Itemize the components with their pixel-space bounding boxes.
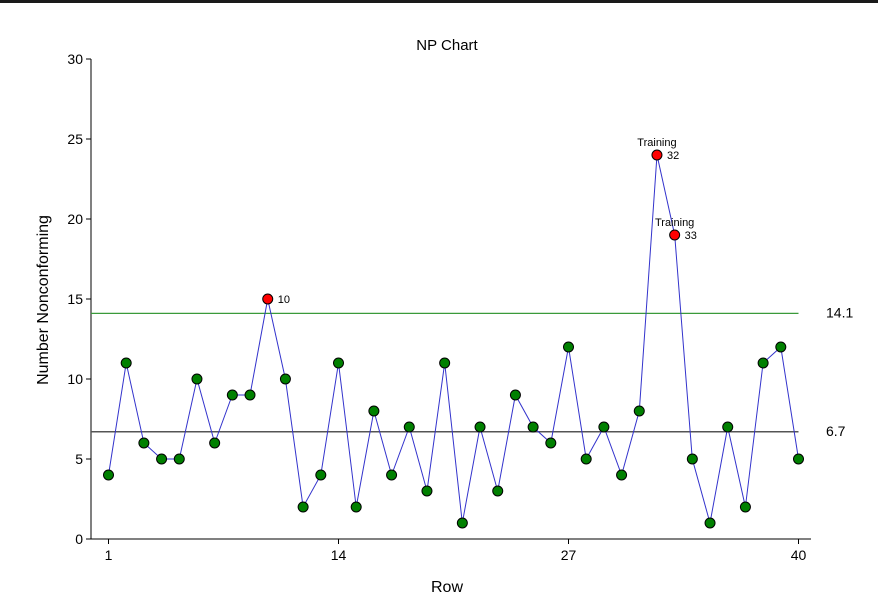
data-point: [173, 453, 185, 465]
upper-control-limit-label: 14.1: [826, 304, 853, 320]
data-point: [793, 453, 804, 465]
series-line: [108, 154, 799, 524]
x-axis-title: Row: [431, 579, 463, 596]
data-point: [686, 453, 698, 465]
data-point: [704, 517, 716, 529]
data-point: [598, 421, 610, 433]
data-point: [333, 357, 344, 369]
x-tick-label: 14: [331, 547, 347, 563]
data-point: [368, 405, 380, 417]
out-of-control-point: [262, 293, 274, 305]
data-point: [722, 421, 734, 433]
y-axis-title: Number Nonconforming: [35, 215, 52, 385]
data-points: [103, 149, 804, 529]
point-note: Training: [655, 217, 694, 229]
data-point: [633, 405, 645, 417]
data-point: [456, 517, 468, 529]
data-point: [545, 437, 557, 449]
y-tick-label: 20: [67, 211, 83, 227]
control-limits: 14.1 6.7: [91, 304, 853, 439]
data-point: [386, 469, 398, 481]
y-tick-label: 25: [67, 131, 83, 147]
y-tick-label: 0: [75, 531, 83, 547]
data-point: [297, 501, 309, 513]
data-point: [509, 389, 521, 401]
data-point: [616, 469, 628, 481]
data-point: [580, 453, 592, 465]
data-point: [757, 357, 769, 369]
data-point: [527, 421, 539, 433]
point-label: 32: [667, 150, 679, 162]
data-point: [474, 421, 486, 433]
data-point: [439, 357, 451, 369]
y-tick-label: 5: [75, 451, 83, 467]
data-point: [350, 501, 362, 513]
y-tick-label: 30: [67, 51, 83, 67]
data-point: [156, 453, 168, 465]
data-point: [103, 469, 114, 481]
window-top-border: [0, 0, 878, 3]
data-point: [421, 485, 433, 497]
axes: 0 5 10 15 20 25 30 1 14 27 40: [67, 51, 811, 563]
x-tick-label: 40: [791, 547, 807, 563]
data-point: [209, 437, 221, 449]
data-point: [492, 485, 504, 497]
x-tick-label: 1: [105, 547, 113, 563]
out-of-control-point: [651, 149, 663, 161]
out-of-control-point: [669, 229, 681, 241]
data-point: [739, 501, 751, 513]
data-point: [775, 341, 787, 353]
point-note: Training: [637, 137, 676, 149]
x-tick-label: 27: [561, 547, 577, 563]
data-point: [138, 437, 150, 449]
y-tick-label: 15: [67, 291, 83, 307]
point-label: 10: [278, 294, 290, 306]
data-point: [279, 373, 291, 385]
data-point: [403, 421, 415, 433]
data-point: [120, 357, 132, 369]
y-tick-label: 10: [67, 371, 83, 387]
data-point: [191, 373, 203, 385]
series-polyline: [108, 154, 799, 524]
chart-frame: [0, 3, 878, 611]
data-point: [244, 389, 256, 401]
data-point: [315, 469, 327, 481]
chart-title: NP Chart: [416, 37, 478, 54]
center-line-label: 6.7: [826, 423, 846, 439]
data-point: [563, 341, 574, 353]
point-label: 33: [685, 230, 697, 242]
data-point: [226, 389, 238, 401]
